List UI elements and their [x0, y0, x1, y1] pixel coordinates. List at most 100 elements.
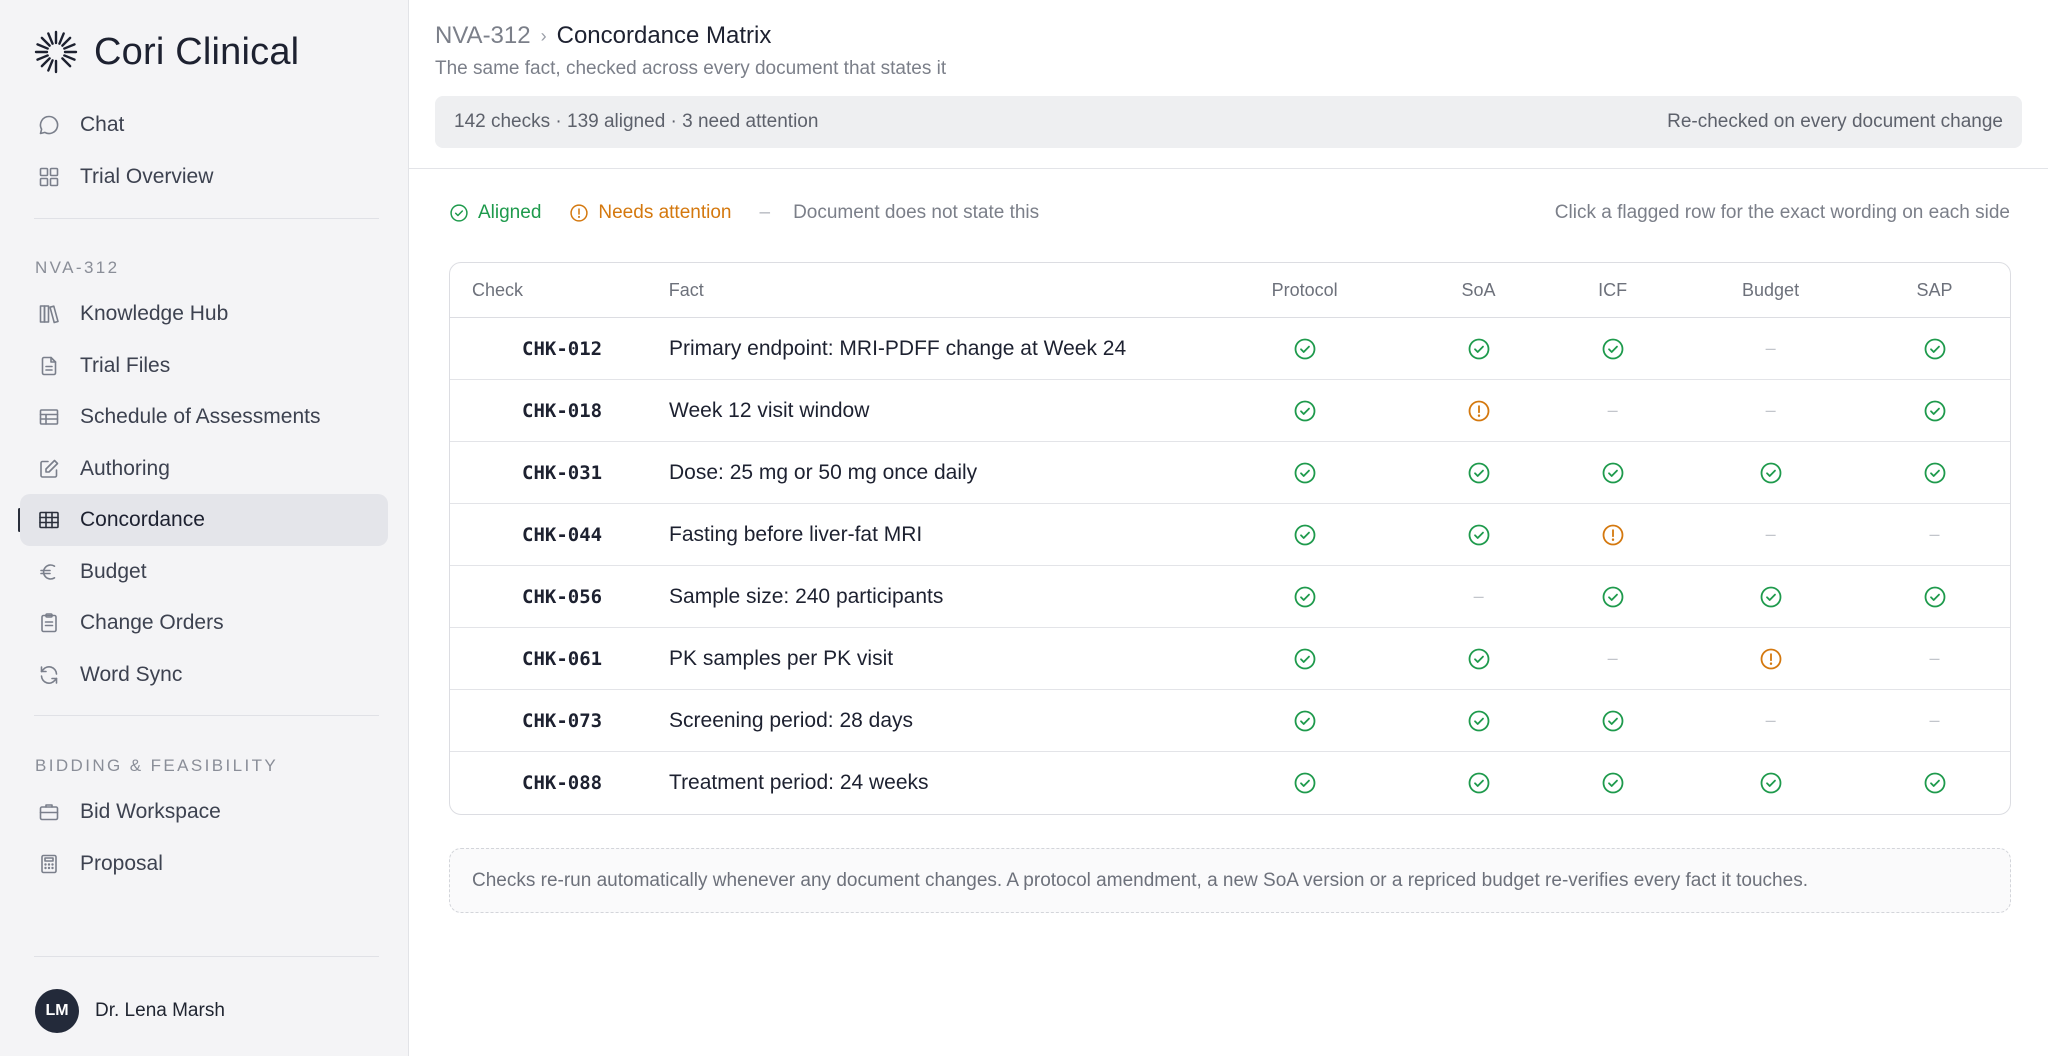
- table-row[interactable]: CHK-031 Dose: 25 mg or 50 mg once daily: [450, 442, 2010, 504]
- dash-icon: –: [1929, 524, 1940, 544]
- legend-attention-label: Needs attention: [598, 202, 732, 223]
- dash-icon: –: [1929, 710, 1940, 730]
- status-aligned-protocol-icon: [1195, 461, 1414, 485]
- status-aligned-icf-icon: [1543, 771, 1682, 795]
- status-aligned-protocol-icon: [1195, 709, 1414, 733]
- dash-icon: –: [1765, 524, 1776, 544]
- status-aligned-soa-icon: [1414, 461, 1543, 485]
- fact-text: Fasting before liver-fat MRI: [669, 522, 923, 546]
- file-icon: [36, 353, 62, 379]
- sidebar-item-proposal[interactable]: Proposal: [20, 838, 388, 890]
- sidebar-item-trial-files[interactable]: Trial Files: [20, 340, 388, 392]
- grid-icon: [36, 164, 62, 190]
- sidebar-item-word-sync[interactable]: Word Sync: [20, 649, 388, 701]
- status-aligned-protocol-icon: [1195, 647, 1414, 671]
- sidebar-item-label: Bid Workspace: [80, 800, 221, 823]
- sidebar-item-bid-workspace[interactable]: Bid Workspace: [20, 786, 388, 838]
- sidebar-item-authoring[interactable]: Authoring: [20, 443, 388, 495]
- status-aligned-sap-icon: [1859, 771, 2010, 795]
- legend-aligned: Aligned: [449, 202, 541, 224]
- table-row[interactable]: CHK-044 Fasting before liver-fat MRI – –: [450, 504, 2010, 566]
- status-not-stated-sap: –: [1859, 710, 2010, 731]
- alert-circle-icon: [569, 203, 589, 223]
- status-not-stated-sap: –: [1859, 524, 2010, 545]
- sidebar-item-chat[interactable]: Chat: [20, 99, 388, 151]
- user-profile[interactable]: LM Dr. Lena Marsh: [35, 989, 225, 1033]
- sidebar-item-label: Proposal: [80, 852, 163, 875]
- breadcrumb: NVA-312 › Concordance Matrix: [435, 22, 771, 50]
- fact-text: PK samples per PK visit: [669, 646, 894, 670]
- refresh-icon: [36, 662, 62, 688]
- sidebar-item-label: Budget: [80, 559, 147, 583]
- status-aligned-protocol-icon: [1195, 771, 1414, 795]
- dash-icon: –: [759, 202, 771, 223]
- table-row[interactable]: CHK-056 Sample size: 240 participants –: [450, 566, 2010, 628]
- sidebar-item-schedule-of-assessments[interactable]: Schedule of Assessments: [20, 391, 388, 443]
- page-subtitle: The same fact, checked across every docu…: [435, 58, 947, 79]
- legend-aligned-label: Aligned: [478, 202, 542, 223]
- check-id: CHK-031: [522, 461, 603, 484]
- legend-not-stated-label: Document does not state this: [793, 202, 1040, 223]
- dash-icon: –: [1765, 400, 1776, 420]
- breadcrumb-project[interactable]: NVA-312: [435, 22, 531, 49]
- check-id: CHK-088: [522, 772, 603, 794]
- status-aligned-icf-icon: [1543, 585, 1682, 609]
- status-not-stated-budget: –: [1682, 338, 1859, 359]
- check-id: CHK-056: [522, 585, 603, 608]
- column-header-budget: Budget: [1742, 279, 1800, 300]
- breadcrumb-separator: ›: [540, 25, 547, 46]
- status-aligned-protocol-icon: [1195, 337, 1414, 361]
- legend: Aligned Needs attention – Document does …: [449, 202, 1067, 224]
- fact-text: Screening period: 28 days: [669, 708, 914, 732]
- column-header-check: Check: [472, 279, 524, 300]
- brand-name: Cori Clinical: [94, 30, 300, 73]
- dash-icon: –: [1765, 338, 1776, 358]
- sidebar-item-change-orders[interactable]: Change Orders: [20, 597, 388, 649]
- user-name: Dr. Lena Marsh: [95, 1000, 225, 1021]
- sidebar-item-concordance[interactable]: Concordance: [20, 494, 388, 546]
- sidebar-item-trial-overview[interactable]: Trial Overview: [20, 151, 388, 203]
- status-aligned-sap-icon: [1859, 399, 2010, 423]
- status-not-stated-budget: –: [1682, 400, 1859, 421]
- briefcase-icon: [36, 799, 62, 825]
- fact-text: Primary endpoint: MRI-PDFF change at Wee…: [669, 336, 1127, 360]
- sidebar-divider: [34, 715, 379, 716]
- chat-bubble-icon: [36, 112, 62, 138]
- sidebar-item-label: Authoring: [80, 456, 170, 480]
- sidebar-item-knowledge-hub[interactable]: Knowledge Hub: [20, 288, 388, 340]
- sidebar-item-label: Schedule of Assessments: [80, 405, 321, 428]
- status-aligned-soa-icon: [1414, 647, 1543, 671]
- table-row[interactable]: CHK-018 Week 12 visit window – –: [450, 380, 2010, 442]
- avatar: LM: [35, 989, 79, 1033]
- table-row[interactable]: CHK-088 Treatment period: 24 weeks: [450, 752, 2010, 814]
- status-not-stated-sap: –: [1859, 648, 2010, 669]
- table-row[interactable]: CHK-073 Screening period: 28 days – –: [450, 690, 2010, 752]
- column-header-icf: ICF: [1598, 279, 1628, 300]
- sidebar-item-label: Word Sync: [80, 662, 183, 686]
- brand[interactable]: Cori Clinical: [34, 26, 299, 78]
- status-not-stated-icf: –: [1543, 400, 1682, 421]
- status-not-stated-icf: –: [1543, 648, 1682, 669]
- status-aligned-budget-icon: [1682, 771, 1859, 795]
- section-label-project: NVA-312: [35, 258, 120, 277]
- status-aligned-soa-icon: [1414, 709, 1543, 733]
- table-body: CHK-012 Primary endpoint: MRI-PDFF change…: [450, 318, 2010, 814]
- check-id: CHK-018: [522, 399, 603, 422]
- table-header: Check Fact Protocol SoA ICF Budget SAP: [450, 263, 2010, 318]
- status-aligned-sap-icon: [1859, 337, 2010, 361]
- status-aligned-protocol-icon: [1195, 523, 1414, 547]
- sidebar-item-budget[interactable]: Budget: [20, 546, 388, 598]
- sidebar-divider: [34, 218, 379, 219]
- euro-icon: [36, 559, 62, 585]
- status-aligned-icf-icon: [1543, 337, 1682, 361]
- dash-icon: –: [1473, 586, 1484, 606]
- column-header-fact: Fact: [668, 279, 704, 300]
- status-aligned-icf-icon: [1543, 461, 1682, 485]
- books-icon: [36, 301, 62, 327]
- column-header-soa: SoA: [1461, 279, 1496, 300]
- table-row[interactable]: CHK-061 PK samples per PK visit – –: [450, 628, 2010, 690]
- dash-icon: –: [1607, 648, 1618, 668]
- table-row[interactable]: CHK-012 Primary endpoint: MRI-PDFF change…: [450, 318, 2010, 380]
- status-attention-budget-icon: [1682, 647, 1859, 671]
